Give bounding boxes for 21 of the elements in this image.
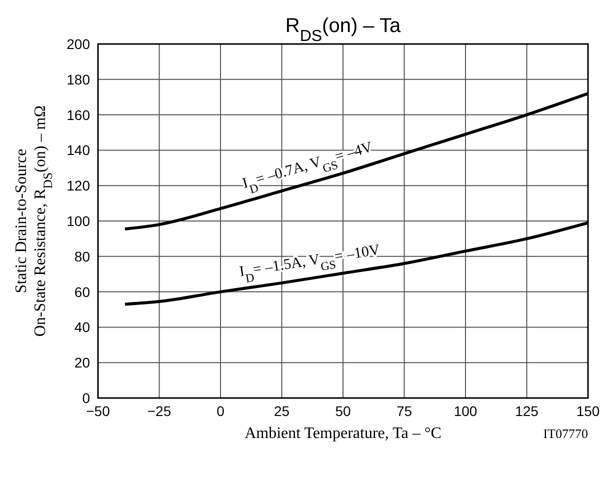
x-tick-label: 100 [454,402,478,419]
chart-title: R$_{DS}$(on) – Ta [285,15,402,44]
y-tick-label: 80 [74,248,90,264]
y-tick-label: 20 [74,354,90,371]
y-tick-label: 40 [74,319,90,336]
y-tick-label: 180 [66,71,90,88]
y-tick-label: 60 [74,284,90,300]
x-tick-label: 125 [515,402,539,419]
y-tick-label: 120 [66,178,90,194]
y-tick-label: 160 [66,106,90,123]
y-tick-label: 200 [66,36,90,52]
x-tick-label: 50 [335,402,351,419]
x-tick-label: 150 [576,402,600,419]
x-tick-label: 75 [396,402,412,419]
x-tick-label: 0 [216,402,225,419]
y-tick-label: 100 [66,212,90,229]
x-tick-label: 25 [274,402,290,419]
x-axis-title: Ambient Temperature, Ta – °C [244,425,442,442]
x-tick-label: −25 [147,402,172,419]
text: IT07770 [543,426,588,441]
y-tick-label: 140 [66,142,90,158]
